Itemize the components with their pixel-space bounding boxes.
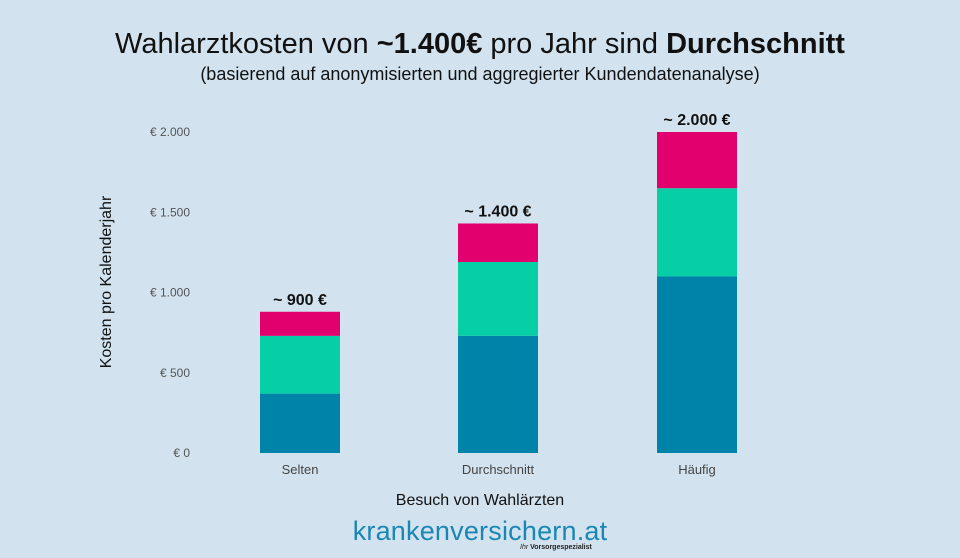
chart-title: Wahlarztkosten von ~1.400€ pro Jahr sind…: [0, 28, 960, 61]
brand-tagline-by: Ihr: [520, 544, 529, 551]
title-bold-average: Durchschnitt: [666, 28, 845, 60]
brand-tagline: Ihr Vorsorgespezialist: [520, 544, 592, 551]
x-tick-label: Selten: [282, 462, 319, 477]
bar-segment: [260, 393, 340, 453]
title-prefix: Wahlarztkosten von: [115, 28, 377, 60]
x-tick-label: Durchschnitt: [462, 462, 535, 477]
bar-total-label: ~ 900 €: [273, 292, 327, 309]
bar-segment: [657, 132, 737, 189]
y-axis-label: Kosten pro Kalenderjahr: [98, 195, 115, 368]
bar-segment: [657, 276, 737, 453]
bar-segment: [260, 311, 340, 336]
bar-segment: [458, 335, 538, 453]
brand-logo-text: krankenversichern.at: [352, 516, 608, 546]
x-tick-label: Häufig: [678, 462, 716, 477]
y-tick-label: € 1.000: [150, 286, 190, 300]
y-tick-label: € 1.500: [150, 205, 190, 219]
chart-subtitle: (basierend auf anonymisierten und aggreg…: [200, 64, 760, 84]
bar-total-label: ~ 1.400 €: [464, 203, 531, 220]
bar-total-label: ~ 2.000 €: [663, 112, 730, 129]
x-axis-categories: Selten Durchschnitt Häufig: [282, 462, 716, 477]
bar-segment: [458, 223, 538, 263]
title-middle: pro Jahr sind: [482, 28, 667, 60]
y-axis-ticks: € 0 € 500 € 1.000 € 1.500 € 2.000: [150, 125, 190, 460]
x-axis-label: Besuch von Wahlärzten: [396, 492, 564, 509]
bars: [260, 132, 737, 453]
bar-total-labels: ~ 900 € ~ 1.400 € ~ 2.000 €: [273, 112, 731, 309]
y-tick-label: € 2.000: [150, 125, 190, 139]
bar-segment: [657, 188, 737, 277]
y-tick-label: € 500: [160, 366, 190, 380]
bar-segment: [458, 262, 538, 336]
y-tick-label: € 0: [173, 446, 190, 460]
title-bold-amount: ~1.400€: [376, 28, 483, 60]
brand-tagline-text: Vorsorgespezialist: [530, 544, 592, 551]
bar-segment: [260, 335, 340, 394]
